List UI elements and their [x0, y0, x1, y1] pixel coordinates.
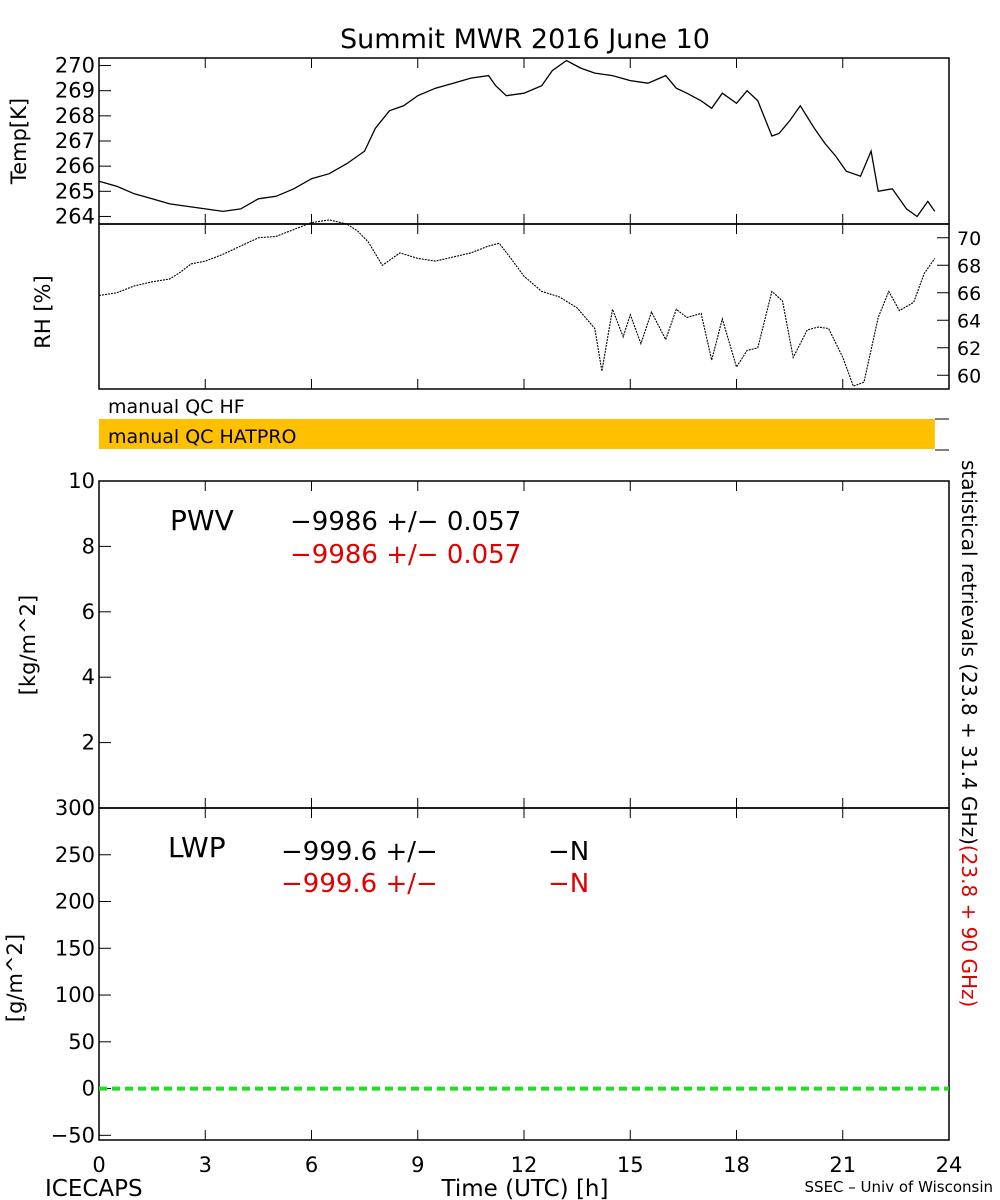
rh-tick-label-5: 70	[957, 228, 981, 250]
pwv-panel: 0 2 4 6 8 10 [kg/m^2] PWV −9986 +/− 0.057 −99…	[16, 469, 950, 820]
rh-tick-label-2: 64	[957, 310, 981, 332]
pwv-stat-label: PWV	[170, 504, 234, 537]
lwp-stat-red-value: −999.6 +/−	[281, 869, 438, 899]
pwv-tick-label-0: 0	[82, 796, 95, 820]
x-tick-label-6: 18	[723, 1153, 750, 1177]
rh-tick-label-3: 66	[957, 283, 981, 305]
x-tick-label-3: 9	[411, 1153, 424, 1177]
x-tick-label-1: 3	[199, 1153, 212, 1177]
pwv-stat-red: −9986 +/− 0.057	[290, 540, 521, 570]
x-tick-label-8: 24	[936, 1153, 963, 1177]
temp-tick-label-0: 264	[55, 204, 95, 228]
pwv-stat-black: −9986 +/− 0.057	[290, 507, 521, 537]
x-tick-label-5: 15	[617, 1153, 644, 1177]
pwv-y-axis-label: [kg/m^2]	[16, 595, 40, 695]
rh-series-line	[98, 219, 936, 387]
temp-frame	[98, 57, 950, 225]
x-tick-label-4: 12	[511, 1153, 538, 1177]
temp-tick-label-2: 266	[55, 154, 95, 178]
qc-hf-label: manual QC HF	[108, 396, 245, 418]
time-x-ticks: 0 3 6 9 12 15 18 21 24	[92, 58, 962, 1177]
qc-hatpro-label: manual QC HATPRO	[108, 426, 297, 448]
x-tick-label-0: 0	[92, 1153, 105, 1177]
x-axis-label: Time (UTC) [h]	[441, 1176, 609, 1200]
rh-tick-label-0: 60	[957, 365, 981, 387]
rh-frame	[98, 223, 950, 390]
lwp-stat-black-uncertainty: −N	[548, 837, 589, 867]
pwv-tick-label-4: 8	[82, 534, 95, 558]
temp-tick-label-6: 270	[55, 54, 95, 78]
pwv-tick-label-1: 2	[82, 731, 95, 755]
retrieval-side-label: statistical retrievals (23.8 + 31.4 GHz)…	[957, 460, 981, 1007]
x-tick-label-2: 6	[305, 1153, 318, 1177]
temp-tick-label-5: 269	[55, 79, 95, 103]
lwp-stat-black-value: −999.6 +/−	[281, 837, 438, 867]
lwp-tick-label-4: 150	[55, 936, 95, 960]
pwv-tick-label-2: 4	[82, 665, 95, 689]
pwv-y-ticks: 0 2 4 6 8 10	[68, 469, 111, 820]
temp-tick-label-3: 267	[55, 129, 95, 153]
qc-hatpro-bar	[99, 419, 935, 449]
temp-y-axis-label: Temp[K]	[7, 98, 31, 185]
pwv-tick-label-5: 10	[68, 469, 95, 493]
lwp-panel: −50 0 50 100 150 200 250 300 [g/m^2] LWP −999.6…	[3, 796, 950, 1147]
retrieval-label-black: statistical retrievals (23.8 + 31.4 GHz)	[957, 460, 981, 845]
lwp-tick-label-1: 0	[82, 1077, 95, 1101]
pwv-tick-label-3: 6	[82, 600, 95, 624]
retrieval-label-red: (23.8 + 90 GHz)	[957, 845, 981, 1007]
x-tick-label-7: 21	[829, 1153, 856, 1177]
footer-right-label: SSEC – Univ of Wisconsin	[805, 1178, 993, 1196]
lwp-tick-label-6: 250	[55, 843, 95, 867]
temp-tick-label-4: 268	[55, 104, 95, 128]
qc-flags: manual QC HF manual QC HATPRO	[99, 396, 949, 451]
rh-tick-label-1: 62	[957, 338, 981, 360]
rh-y-ticks: 60 62 64 66 68 70	[937, 228, 981, 387]
footer-left-label: ICECAPS	[45, 1176, 143, 1200]
lwp-y-axis-label: [g/m^2]	[3, 934, 27, 1022]
lwp-y-ticks: −50 0 50 100 150 200 250 300	[51, 796, 111, 1147]
lwp-tick-label-3: 100	[55, 983, 95, 1007]
lwp-tick-label-2: 50	[68, 1030, 95, 1054]
rh-tick-label-4: 68	[957, 255, 981, 277]
lwp-tick-label-7: 300	[55, 796, 95, 820]
temp-series-line	[98, 59, 936, 218]
lwp-tick-label-0: −50	[51, 1123, 95, 1147]
temp-tick-label-1: 265	[55, 179, 95, 203]
chart-title: Summit MWR 2016 June 10	[340, 24, 710, 55]
lwp-stat-red-uncertainty: −N	[548, 869, 589, 899]
lwp-stat-label: LWP	[168, 831, 226, 864]
lwp-tick-label-5: 200	[55, 890, 95, 914]
rh-y-axis-label: RH [%]	[31, 275, 55, 348]
rh-panel: 60 62 64 66 68 70 RH [%]	[31, 219, 981, 390]
